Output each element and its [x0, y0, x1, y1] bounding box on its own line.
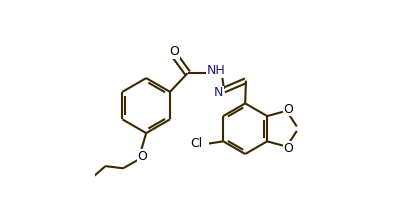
- Text: N: N: [214, 86, 223, 99]
- Text: NH: NH: [207, 64, 225, 77]
- Text: O: O: [283, 142, 293, 155]
- Text: Cl: Cl: [190, 137, 202, 150]
- Text: O: O: [137, 150, 147, 163]
- Text: O: O: [283, 103, 293, 116]
- Text: O: O: [169, 45, 180, 58]
